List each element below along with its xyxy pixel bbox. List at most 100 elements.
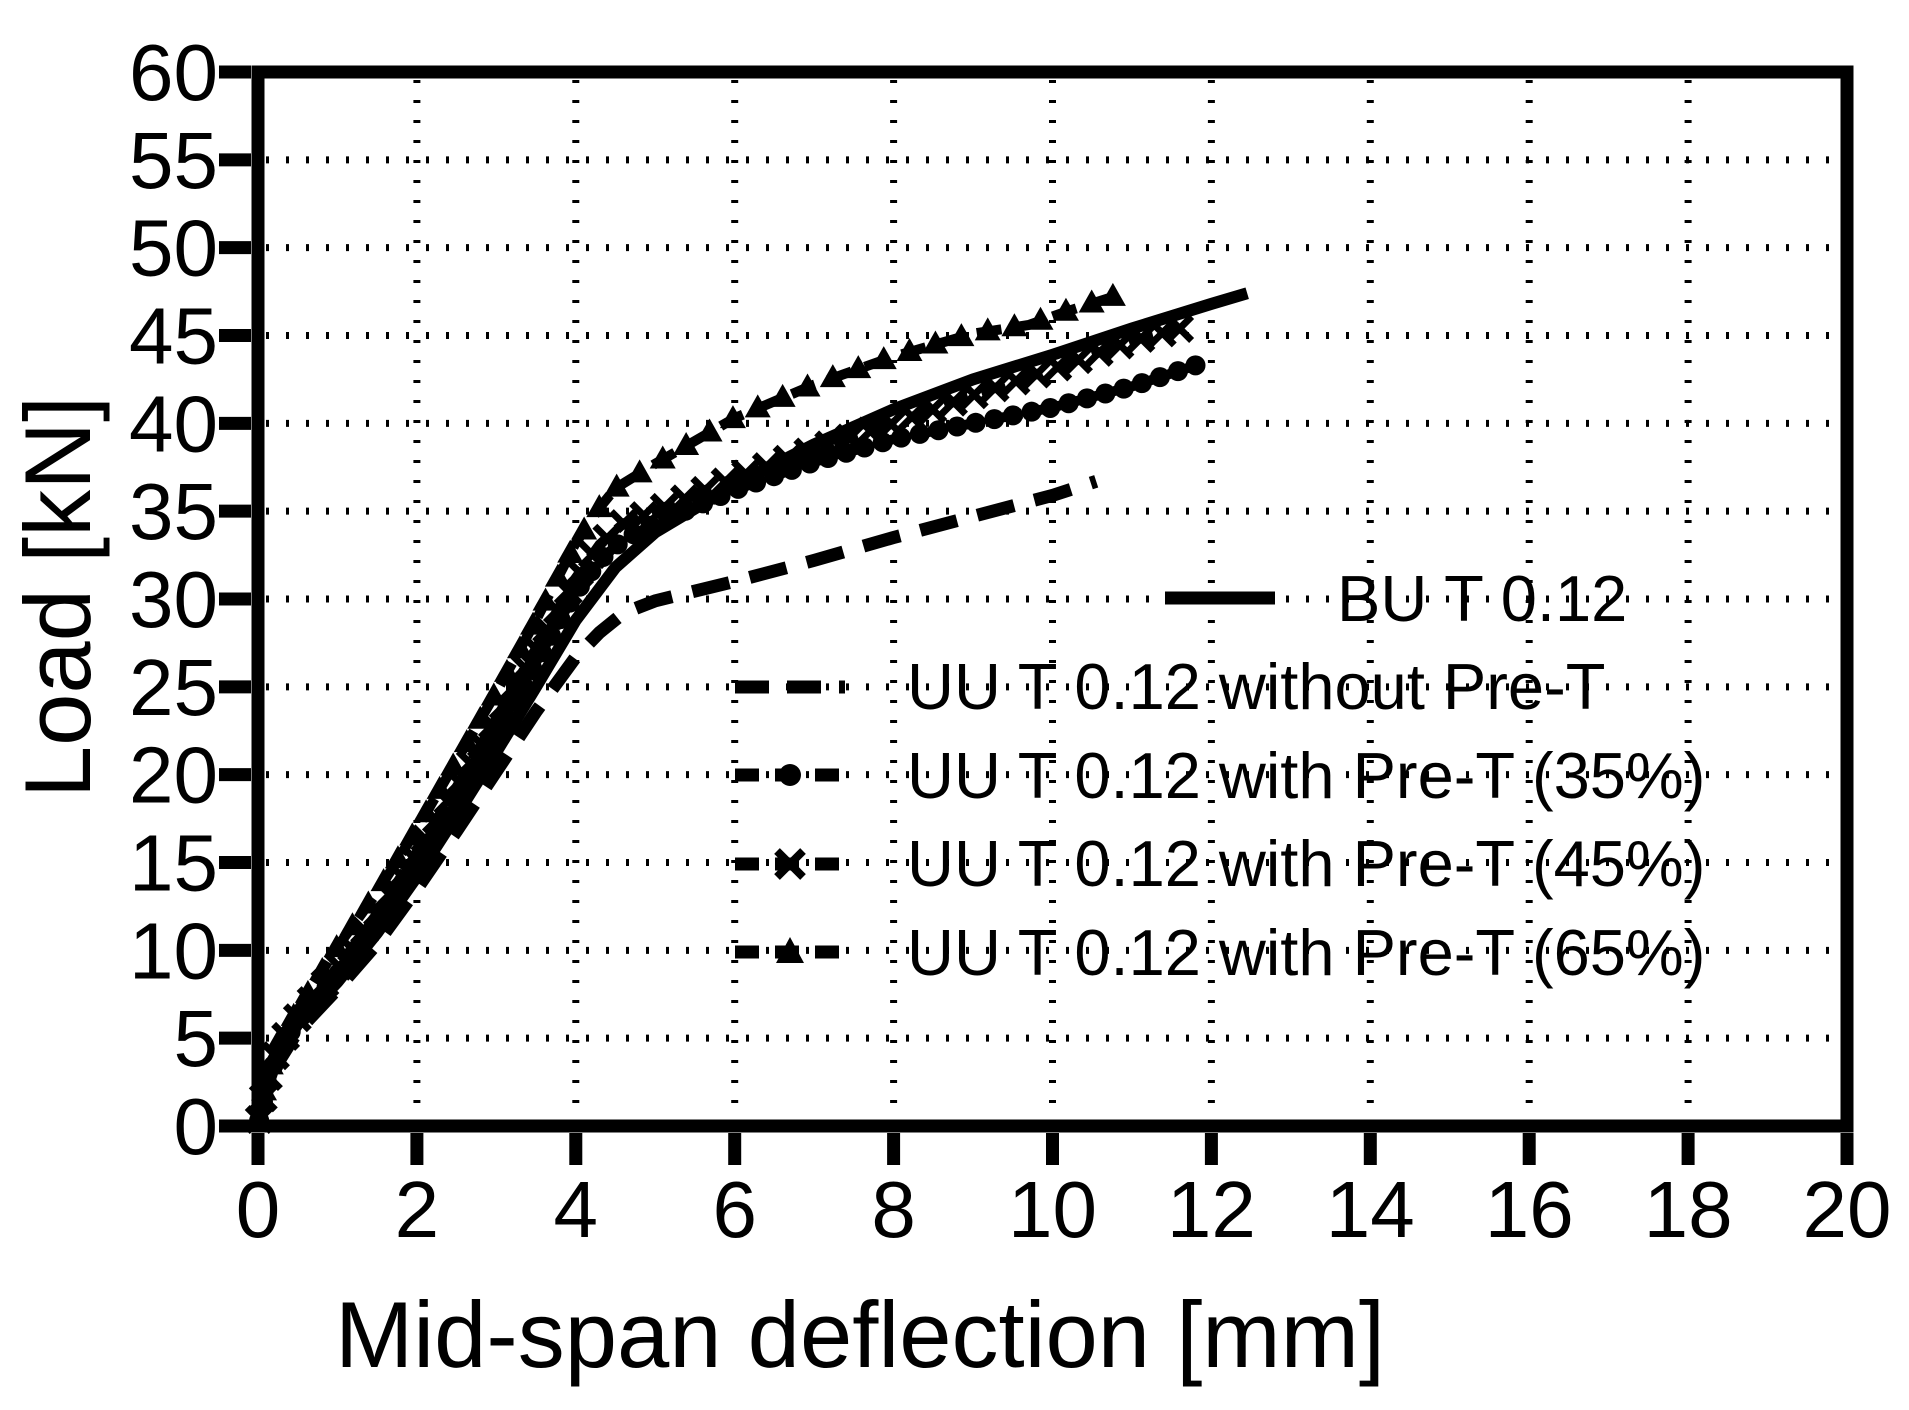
x-marker — [1165, 313, 1195, 343]
circle-marker — [1167, 361, 1188, 382]
x-marker — [814, 430, 844, 460]
circle-marker — [928, 420, 949, 441]
triangle-marker — [384, 845, 411, 869]
x-marker — [918, 395, 948, 424]
x-tick-label: 10 — [1008, 1165, 1097, 1254]
circle-marker — [947, 416, 968, 437]
triangle-marker — [467, 705, 494, 729]
triangle-marker — [266, 1026, 293, 1050]
y-tick-label: 0 — [174, 1082, 219, 1171]
series-line-0 — [252, 287, 1249, 1128]
triangle-marker — [309, 956, 336, 980]
triangle-marker — [440, 752, 467, 776]
y-tick-label: 30 — [129, 555, 218, 644]
x-marker — [1022, 359, 1052, 389]
triangle-marker — [1027, 306, 1054, 330]
y-tick-label: 20 — [129, 731, 218, 820]
triangle-marker — [323, 934, 350, 958]
triangle-marker — [1001, 313, 1028, 337]
series-line-4 — [253, 292, 1115, 1127]
triangle-marker — [794, 373, 821, 397]
triangle-marker — [280, 1002, 307, 1026]
triangle-marker — [974, 317, 1001, 341]
triangle-marker — [370, 868, 397, 892]
x-marker — [1105, 330, 1135, 360]
circle-marker — [1002, 405, 1023, 426]
y-tick-label: 55 — [129, 116, 218, 205]
triangle-marker — [544, 563, 571, 587]
x-marker — [855, 416, 885, 446]
triangle-marker — [355, 890, 382, 914]
circle-marker — [965, 412, 986, 433]
x-marker — [980, 373, 1010, 403]
triangle-marker — [399, 822, 426, 846]
triangle-marker — [426, 775, 453, 799]
x-marker — [608, 509, 638, 539]
triangle-marker — [1078, 289, 1105, 313]
x-marker — [649, 492, 679, 522]
triangle-marker — [507, 635, 534, 659]
x-marker — [670, 484, 699, 514]
circle-marker — [1149, 367, 1170, 388]
x-marker — [876, 409, 906, 439]
x-marker — [939, 387, 968, 417]
x-tick-label: 14 — [1326, 1165, 1415, 1254]
y-tick-label: 5 — [174, 994, 219, 1083]
x-marker — [751, 452, 781, 482]
x-marker — [731, 459, 761, 489]
triangle-marker — [744, 394, 771, 418]
y-tick-label: 35 — [129, 467, 218, 556]
triangle-marker — [413, 799, 440, 823]
x-marker — [510, 653, 540, 683]
plot-frame — [251, 65, 1854, 1133]
triangle-marker — [480, 682, 507, 706]
x-tick-label: 6 — [712, 1165, 757, 1254]
triangle-marker — [948, 323, 975, 347]
x-marker — [959, 380, 989, 410]
circle-marker — [1185, 355, 1206, 376]
circle-marker — [1040, 397, 1061, 418]
triangle-marker — [453, 729, 480, 753]
x-tick-label: 18 — [1644, 1165, 1733, 1254]
x-tick-label: 4 — [554, 1165, 599, 1254]
triangle-marker — [819, 364, 846, 388]
triangle-marker — [557, 539, 584, 563]
x-marker — [690, 475, 720, 505]
series-line-1 — [251, 475, 1099, 1128]
triangle-marker — [719, 405, 746, 429]
triangle-marker — [339, 912, 366, 936]
x-marker — [835, 423, 864, 453]
circle-marker — [984, 409, 1005, 430]
x-marker — [1064, 345, 1093, 375]
triangle-marker — [896, 338, 923, 362]
x-tick-label: 20 — [1803, 1165, 1892, 1254]
y-tick-label: 40 — [129, 379, 218, 468]
circle-marker — [1113, 378, 1134, 399]
circle-marker — [909, 423, 930, 444]
x-marker — [1001, 366, 1031, 396]
x-marker — [710, 467, 740, 497]
circle-marker — [1021, 401, 1042, 422]
x-marker — [1126, 323, 1156, 353]
y-tick-label: 50 — [129, 204, 218, 293]
x-tick-label: 8 — [871, 1165, 916, 1254]
triangle-marker — [294, 979, 321, 1003]
x-marker — [629, 501, 659, 531]
triangle-marker — [532, 587, 559, 611]
y-tick-label: 45 — [129, 292, 218, 381]
triangle-marker — [626, 459, 653, 483]
triangle-marker — [603, 473, 630, 497]
triangle-marker — [1052, 297, 1079, 321]
y-tick-label: 25 — [129, 643, 218, 732]
triangle-marker — [649, 445, 676, 469]
triangle-marker — [769, 383, 796, 407]
circle-marker — [1131, 373, 1152, 394]
triangle-marker — [520, 611, 547, 635]
triangle-marker — [845, 355, 872, 379]
x-marker — [1084, 337, 1114, 367]
x-tick-label: 12 — [1167, 1165, 1256, 1254]
circle-marker — [1058, 393, 1079, 414]
x-tick-label: 0 — [236, 1165, 281, 1254]
y-tick-label: 10 — [129, 906, 218, 995]
